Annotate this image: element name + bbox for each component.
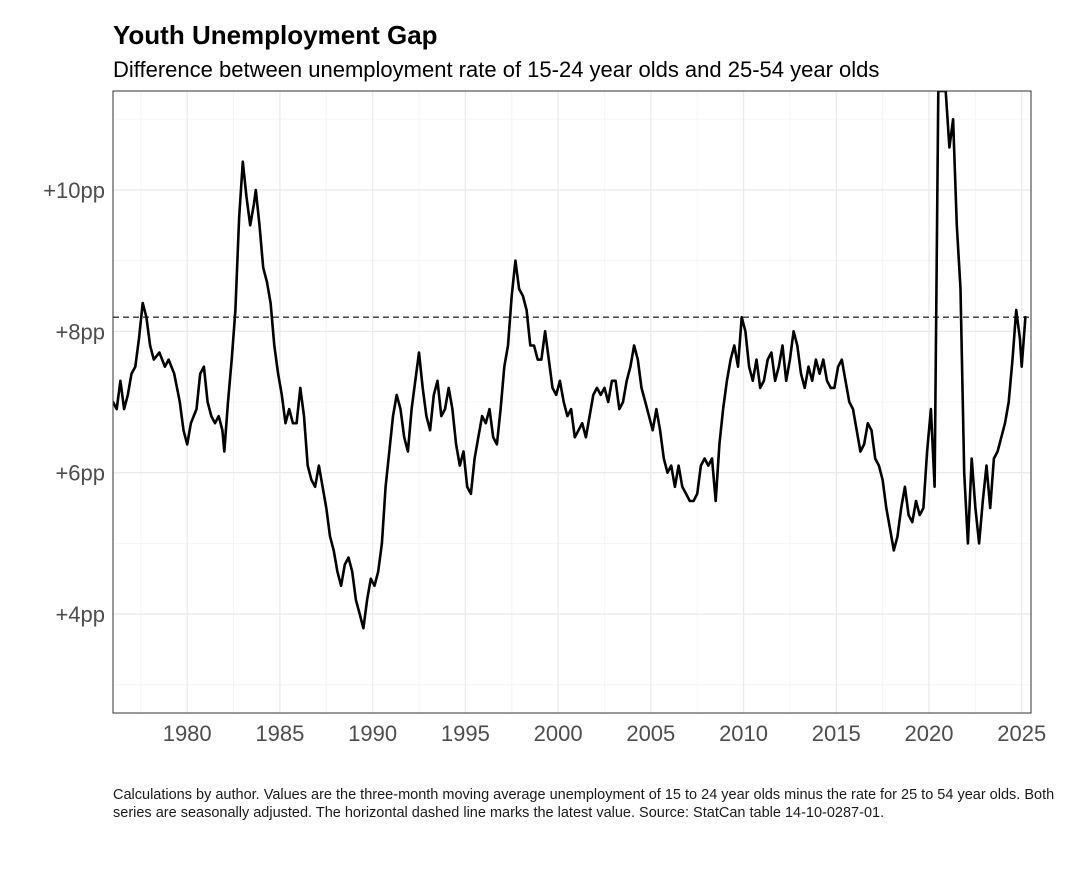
axis-labels: 1980 1985 1990 1995 2000 2005 2010 2015 2020 2025… <box>43 178 1046 746</box>
plot-border <box>112 90 1032 714</box>
series-line <box>113 91 1027 630</box>
x-tick-label: 1985 <box>255 721 304 746</box>
x-tick-label: 2005 <box>626 721 675 746</box>
x-tick-label: 2015 <box>812 721 861 746</box>
x-tick-label: 2025 <box>997 721 1046 746</box>
y-tick-label: +6pp <box>55 461 105 486</box>
x-tick-label: 2020 <box>905 721 954 746</box>
caption: Calculations by author. Values are the t… <box>113 787 1055 821</box>
grid-lines <box>113 91 1031 713</box>
series-group <box>113 91 1027 630</box>
line-chart: 1980 1985 1990 1995 2000 2005 2010 2015 2020 2025… <box>43 90 1046 746</box>
y-tick-label: +4pp <box>55 602 105 627</box>
y-tick-label: +8pp <box>55 319 105 344</box>
x-tick-label: 2010 <box>719 721 768 746</box>
x-tick-label: 2000 <box>534 721 583 746</box>
y-tick-label: +10pp <box>43 178 105 203</box>
chart-title: Youth Unemployment Gap <box>113 20 438 50</box>
chart-subtitle: Difference between unemployment rate of … <box>113 57 880 82</box>
x-tick-label: 1980 <box>163 721 212 746</box>
x-tick-label: 1995 <box>441 721 490 746</box>
x-tick-label: 1990 <box>348 721 397 746</box>
